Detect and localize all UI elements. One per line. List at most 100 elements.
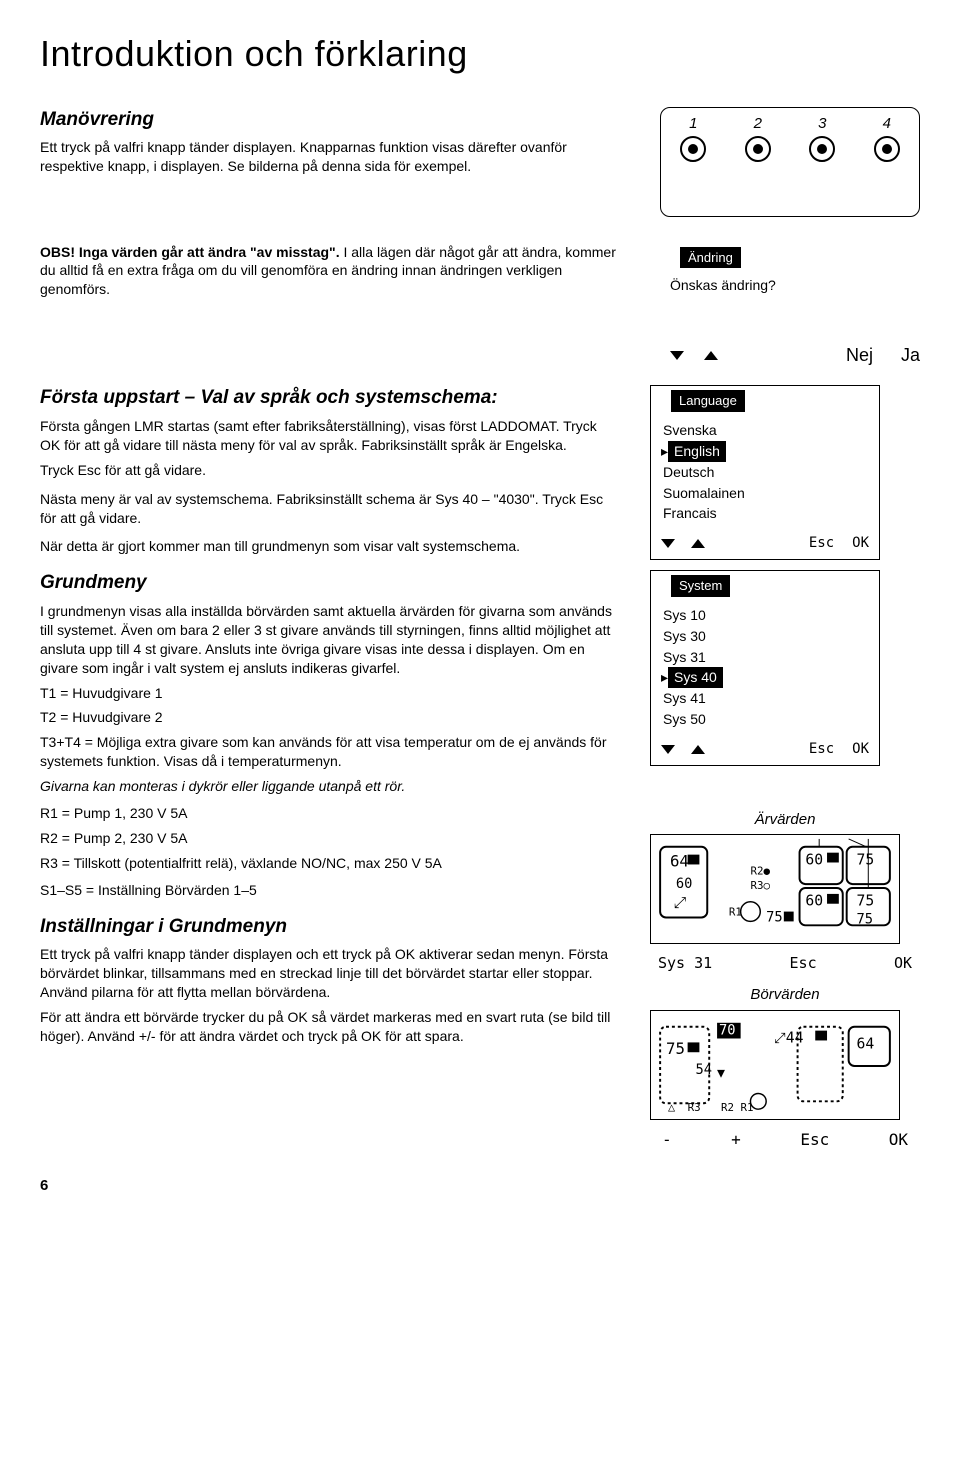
forsta-p3: Nästa meny är val av systemschema. Fabri… [40, 490, 620, 528]
lang-item-deutsch: Deutsch [661, 462, 869, 483]
selected-marker-icon: ▸ [661, 443, 668, 459]
grund-giv: Givarna kan monteras i dykrör eller ligg… [40, 777, 620, 796]
grund-r3: R3 = Tillskott (potentialfritt relä), vä… [40, 854, 620, 873]
heading-installningar: Inställningar i Grundmenyn [40, 914, 620, 940]
svg-text:R2 R1: R2 R1 [721, 1101, 754, 1114]
svg-text:75: 75 [766, 910, 783, 926]
btn-label-2: 2 [754, 114, 762, 134]
grund-s: S1–S5 = Inställning Börvärden 1–5 [40, 881, 620, 900]
obs-paragraph: OBS! Inga värden går att ändra "av misst… [40, 243, 630, 300]
manov-p1: Ett tryck på valfri knapp tänder display… [40, 138, 630, 176]
borvarden-diagram: 75 70 54 ⤢44 64 △ R3 R2 R1 [650, 1010, 920, 1129]
inst-p2: För att ändra ett börvärde trycker du på… [40, 1008, 620, 1046]
svg-text:R3○: R3○ [750, 879, 770, 892]
page-number: 6 [40, 1176, 920, 1196]
svg-text:⤢44: ⤢44 [774, 1029, 804, 1046]
svg-text:54: 54 [695, 1061, 712, 1077]
andring-dialog: Ändring Önskas ändring? [660, 243, 890, 303]
selected-marker-icon: ▸ [661, 669, 668, 685]
arvarden-diagram: 64 60 ⤢ 60 75 60 75 R2● R3○ R1 75 [650, 834, 920, 953]
heading-manovrering: Manövrering [40, 107, 630, 133]
sys-esc: Esc [809, 740, 834, 759]
sys31-left: Sys 31 [658, 953, 712, 973]
andring-question: Önskas ändring? [670, 276, 880, 295]
svg-text:60: 60 [676, 876, 693, 892]
heading-grundmeny: Grundmeny [40, 570, 620, 596]
hw-button-4-icon [874, 136, 900, 162]
sys31-esc: Esc [790, 953, 817, 973]
sys-item-30: Sys 30 [661, 626, 869, 647]
btn-label-4: 4 [883, 114, 891, 134]
bor-ok: OK [889, 1129, 908, 1151]
sys31-ok: OK [894, 953, 912, 973]
arrow-down-icon [661, 539, 675, 548]
sys-item-50: Sys 50 [661, 709, 869, 730]
grund-t3: T3+T4 = Möjliga extra givare som kan anv… [40, 733, 620, 771]
forsta-p4: När detta är gjort kommer man till grund… [40, 537, 620, 556]
heading-forsta: Första uppstart – Val av språk och syste… [40, 385, 620, 411]
lang-item-suomalainen: Suomalainen [661, 483, 869, 504]
sys-ok: OK [852, 740, 869, 759]
grund-p1: I grundmenyn visas alla inställda börvär… [40, 602, 620, 678]
button-panel-figure: 1 2 3 4 [660, 107, 920, 217]
forsta-p2: Tryck Esc för att gå vidare. [40, 461, 620, 480]
svg-text:75: 75 [856, 912, 873, 928]
arrow-up-icon [704, 351, 718, 360]
svg-text:75: 75 [856, 893, 874, 910]
arrow-up-icon [691, 745, 705, 754]
borvarden-caption: Börvärden [650, 985, 920, 1005]
arrow-down-icon [661, 745, 675, 754]
bor-minus: - [662, 1129, 672, 1151]
language-header: Language [671, 390, 745, 412]
system-list: Sys 10 Sys 30 Sys 31 ▸Sys 40 Sys 41 Sys … [651, 601, 879, 738]
grund-r1: R1 = Pump 1, 230 V 5A [40, 804, 620, 823]
bor-plus: + [731, 1129, 741, 1151]
svg-text:75: 75 [666, 1039, 685, 1058]
ja-label: Ja [901, 343, 920, 367]
language-menu: Language Svenska ▸English Deutsch Suomal… [650, 385, 880, 560]
grund-t2: T2 = Huvudgivare 2 [40, 708, 620, 727]
sys-item-10: Sys 10 [661, 605, 869, 626]
grund-t1: T1 = Huvudgivare 1 [40, 684, 620, 703]
arrow-down-icon [670, 351, 684, 360]
svg-text:70: 70 [719, 1022, 736, 1038]
arvarden-caption: Ärvärden [650, 810, 920, 830]
svg-text:64: 64 [856, 1035, 874, 1052]
svg-text:R3: R3 [688, 1101, 701, 1114]
lang-item-english: English [668, 441, 726, 462]
svg-text:75: 75 [856, 852, 874, 869]
hw-button-2-icon [745, 136, 771, 162]
bor-esc: Esc [800, 1129, 829, 1151]
svg-text:60: 60 [805, 852, 823, 869]
svg-text:⤢: ⤢ [674, 893, 687, 912]
nej-label: Nej [846, 343, 873, 367]
hw-button-3-icon [809, 136, 835, 162]
forsta-p1: Första gången LMR startas (samt efter fa… [40, 417, 620, 455]
hw-button-1-icon [680, 136, 706, 162]
svg-text:△: △ [668, 1100, 676, 1114]
page-title: Introduktion och förklaring [40, 30, 920, 79]
lang-item-english-row: ▸English [661, 441, 869, 462]
language-list: Svenska ▸English Deutsch Suomalainen Fra… [651, 416, 879, 532]
svg-text:64: 64 [670, 852, 689, 871]
andring-header: Ändring [680, 247, 741, 269]
grund-r2: R2 = Pump 2, 230 V 5A [40, 829, 620, 848]
lang-item-francais: Francais [661, 503, 869, 524]
svg-text:R2●: R2● [750, 865, 770, 878]
lang-ok: OK [852, 534, 869, 553]
system-header: System [671, 575, 730, 597]
svg-text:R1: R1 [729, 906, 742, 919]
sys-item-40: Sys 40 [668, 667, 723, 688]
lang-esc: Esc [809, 534, 834, 553]
inst-p1: Ett tryck på valfri knapp tänder display… [40, 945, 620, 1002]
btn-label-1: 1 [689, 114, 697, 134]
system-menu: System Sys 10 Sys 30 Sys 31 ▸Sys 40 Sys … [650, 570, 880, 766]
sys-item-31: Sys 31 [661, 647, 869, 668]
sys-item-41: Sys 41 [661, 688, 869, 709]
arrow-up-icon [691, 539, 705, 548]
svg-text:60: 60 [805, 893, 823, 910]
obs-bold: OBS! Inga värden går att ändra "av misst… [40, 244, 340, 260]
lang-item-svenska: Svenska [661, 420, 869, 441]
btn-label-3: 3 [818, 114, 826, 134]
sys-item-40-row: ▸Sys 40 [661, 667, 869, 688]
